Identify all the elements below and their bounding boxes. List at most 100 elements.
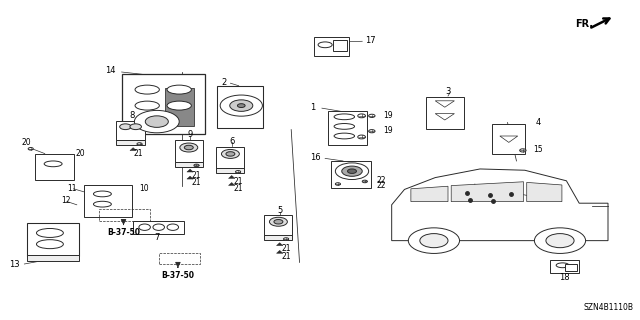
- Ellipse shape: [153, 224, 164, 230]
- Text: 19: 19: [383, 126, 392, 135]
- Text: 21: 21: [282, 252, 291, 261]
- Bar: [116, 140, 145, 145]
- Text: 21: 21: [134, 149, 143, 158]
- Circle shape: [362, 180, 367, 183]
- Circle shape: [221, 149, 239, 158]
- Circle shape: [269, 217, 287, 226]
- Polygon shape: [130, 148, 136, 151]
- Bar: [217, 86, 263, 128]
- Bar: [331, 161, 371, 188]
- Circle shape: [236, 171, 241, 173]
- Text: 2: 2: [221, 78, 227, 87]
- Ellipse shape: [139, 224, 150, 230]
- Circle shape: [358, 135, 365, 139]
- Circle shape: [184, 145, 193, 150]
- Polygon shape: [411, 186, 448, 202]
- Polygon shape: [451, 182, 524, 202]
- Ellipse shape: [167, 224, 179, 230]
- Text: 11: 11: [67, 184, 77, 193]
- Circle shape: [194, 164, 199, 167]
- Ellipse shape: [334, 133, 355, 139]
- Circle shape: [520, 149, 526, 152]
- Polygon shape: [527, 182, 562, 202]
- Bar: [333, 40, 347, 51]
- Bar: [314, 37, 349, 56]
- Ellipse shape: [556, 263, 569, 268]
- Ellipse shape: [135, 85, 159, 94]
- Bar: [99, 209, 150, 221]
- Text: 21: 21: [234, 177, 243, 186]
- Ellipse shape: [318, 42, 332, 48]
- Bar: [35, 154, 74, 180]
- Circle shape: [274, 220, 283, 224]
- Circle shape: [230, 100, 253, 111]
- Ellipse shape: [93, 201, 111, 207]
- Bar: [84, 185, 132, 217]
- Ellipse shape: [135, 101, 159, 110]
- Circle shape: [220, 95, 262, 116]
- Text: 8: 8: [129, 111, 134, 120]
- Circle shape: [369, 130, 375, 133]
- Bar: [27, 255, 79, 261]
- Circle shape: [145, 116, 168, 127]
- Bar: [426, 97, 464, 129]
- Polygon shape: [435, 101, 454, 107]
- Polygon shape: [435, 114, 454, 120]
- Text: 21: 21: [192, 171, 201, 180]
- Text: 22: 22: [376, 176, 386, 185]
- Polygon shape: [276, 250, 283, 253]
- Text: 20: 20: [76, 149, 85, 158]
- Bar: [264, 215, 292, 236]
- Text: SZN4B1110B: SZN4B1110B: [584, 303, 634, 312]
- Bar: [492, 124, 525, 155]
- Bar: [165, 88, 193, 126]
- Text: 21: 21: [192, 178, 201, 187]
- Polygon shape: [228, 182, 235, 185]
- Text: 10: 10: [140, 184, 149, 193]
- Circle shape: [369, 114, 375, 117]
- Ellipse shape: [36, 240, 63, 249]
- Circle shape: [226, 152, 235, 156]
- Text: 6: 6: [229, 137, 234, 146]
- Polygon shape: [187, 176, 193, 179]
- Text: 4: 4: [536, 118, 541, 127]
- Circle shape: [28, 148, 33, 150]
- Text: 18: 18: [559, 273, 570, 282]
- Text: 21: 21: [282, 244, 291, 253]
- Bar: [216, 168, 244, 173]
- Circle shape: [534, 228, 586, 253]
- Text: 19: 19: [383, 111, 392, 120]
- Bar: [27, 223, 79, 256]
- Circle shape: [420, 234, 448, 248]
- Bar: [175, 140, 203, 162]
- Text: 16: 16: [310, 153, 321, 162]
- Text: 14: 14: [106, 66, 116, 75]
- Text: 22: 22: [376, 181, 386, 190]
- Text: B-37-50: B-37-50: [161, 271, 195, 280]
- Ellipse shape: [167, 101, 191, 110]
- Ellipse shape: [44, 161, 62, 167]
- Text: 7: 7: [155, 233, 160, 242]
- Text: FR.: FR.: [575, 19, 593, 29]
- Ellipse shape: [36, 228, 63, 237]
- Bar: [264, 235, 292, 240]
- Circle shape: [130, 124, 141, 130]
- Text: 1: 1: [310, 103, 315, 112]
- Bar: [122, 74, 205, 134]
- Circle shape: [180, 143, 198, 152]
- Circle shape: [137, 143, 142, 145]
- Polygon shape: [500, 136, 518, 142]
- Text: 13: 13: [10, 260, 20, 269]
- Bar: [133, 221, 184, 234]
- Circle shape: [546, 234, 574, 248]
- Polygon shape: [392, 169, 608, 241]
- Ellipse shape: [93, 191, 111, 197]
- Text: 12: 12: [61, 196, 70, 205]
- Circle shape: [237, 104, 245, 108]
- Bar: [216, 147, 244, 169]
- Text: 20: 20: [22, 138, 31, 147]
- Bar: [175, 162, 203, 166]
- Text: 3: 3: [445, 87, 451, 96]
- Ellipse shape: [334, 114, 355, 120]
- Text: B-37-50: B-37-50: [107, 228, 140, 237]
